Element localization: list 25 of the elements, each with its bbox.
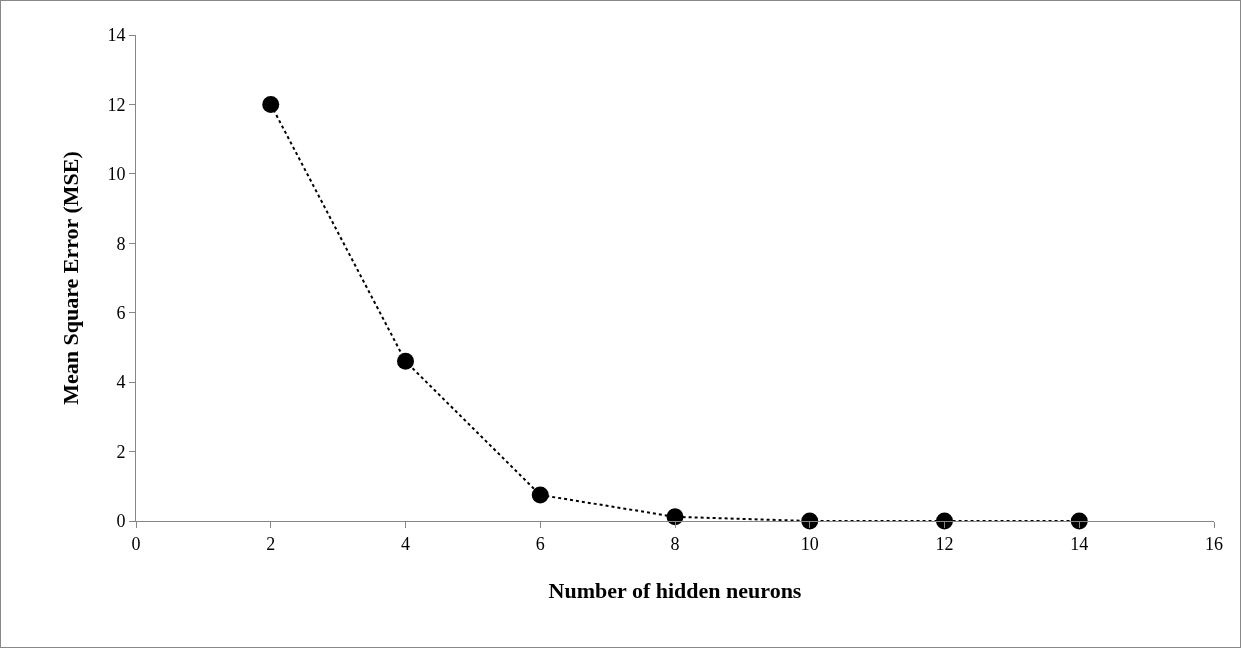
point — [801, 512, 819, 530]
y-tick-label: 14 — [107, 25, 126, 46]
y-tick-label: 12 — [107, 94, 126, 115]
y-tick-label: 2 — [116, 441, 126, 462]
point — [1070, 512, 1088, 530]
point — [936, 512, 953, 530]
y-tick-label: 0 — [116, 511, 126, 532]
x-axis-title: Number of hidden neurons — [548, 578, 802, 604]
x-tick-label: 10 — [800, 533, 819, 554]
x-tick-label: 4 — [401, 533, 410, 554]
x-tick-label: 2 — [266, 533, 276, 554]
x-tick-label: 6 — [535, 533, 545, 554]
x-tick-label: 8 — [670, 533, 680, 554]
y-axis-title: Mean Square Error (MSE) — [58, 151, 84, 405]
x-tick-label: 0 — [131, 533, 141, 554]
x-tick-label: 12 — [935, 533, 954, 554]
y-tick-label: 4 — [116, 372, 126, 393]
point — [262, 95, 280, 113]
point — [531, 486, 549, 504]
point — [397, 352, 414, 370]
x-tick-label: 16 — [1205, 533, 1223, 554]
y-tick-label: 8 — [116, 233, 126, 254]
y-tick-label: 6 — [116, 303, 126, 324]
y-tick-label: 10 — [107, 164, 126, 185]
x-tick-label: 14 — [1070, 533, 1089, 554]
